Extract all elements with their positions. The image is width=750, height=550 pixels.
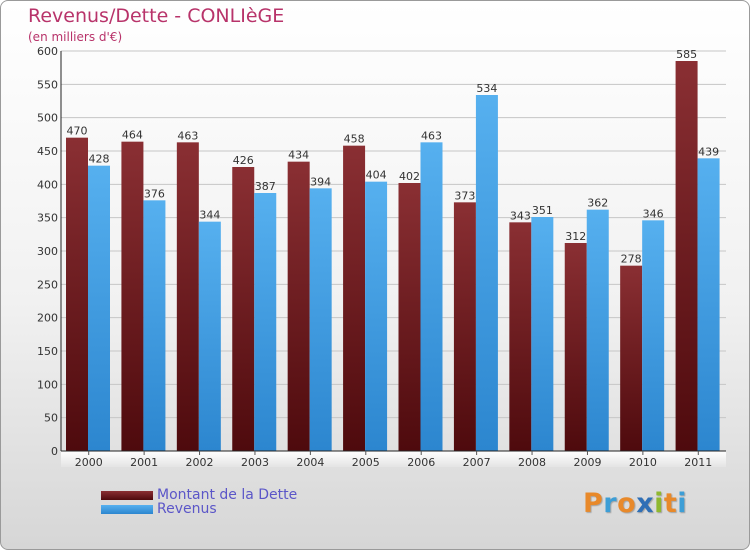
y-tick-label: 200	[37, 312, 58, 325]
data-label: 402	[399, 170, 420, 183]
y-tick-label: 600	[37, 45, 58, 58]
chart-subtitle: (en milliers d'€)	[28, 30, 123, 44]
data-label: 387	[255, 180, 276, 193]
chart-title: Revenus/Dette - CONLIèGE	[28, 5, 285, 27]
data-label: 344	[199, 209, 220, 222]
bar-revenus	[420, 142, 443, 452]
x-tick-label: 2009	[573, 456, 601, 469]
bar-revenus	[365, 181, 388, 451]
data-label: 434	[288, 149, 309, 162]
x-tick-label: 2008	[518, 456, 546, 469]
x-tick-label: 2006	[407, 456, 435, 469]
data-label: 464	[122, 129, 143, 142]
legend-swatch-revenus	[101, 504, 153, 514]
x-tick-label: 2003	[241, 456, 269, 469]
bar-dette	[564, 243, 587, 451]
bar-revenus	[88, 165, 110, 451]
data-label: 376	[144, 187, 165, 200]
data-label: 404	[366, 169, 387, 182]
data-label: 373	[454, 189, 475, 202]
proxiti-logo: Proxiti	[583, 488, 687, 519]
y-tick-label: 50	[44, 412, 58, 425]
data-label: 362	[587, 197, 608, 210]
legend-swatch-dette	[101, 490, 153, 500]
data-label: 470	[67, 125, 88, 138]
logo-letter: P	[583, 488, 604, 519]
data-label: 394	[310, 175, 331, 188]
x-tick-label: 2007	[463, 456, 491, 469]
bar-revenus	[309, 188, 332, 452]
bar-dette	[343, 145, 366, 451]
x-tick-label: 2001	[130, 456, 158, 469]
logo-letter: i	[654, 488, 664, 519]
bar-revenus	[642, 220, 665, 451]
y-tick-label: 550	[37, 78, 58, 91]
y-tick-label: 250	[37, 278, 58, 291]
bar-dette	[121, 141, 144, 451]
data-label: 426	[233, 154, 254, 167]
data-label: 346	[643, 207, 664, 220]
logo-letter: o	[617, 488, 637, 519]
bar-dette	[620, 265, 643, 451]
y-tick-label: 350	[37, 212, 58, 225]
bar-revenus	[475, 95, 498, 451]
data-label: 458	[344, 133, 365, 146]
bar-dette	[509, 222, 532, 451]
x-tick-label: 2010	[629, 456, 657, 469]
logo-letter: x	[636, 488, 655, 519]
bar-dette	[66, 137, 88, 451]
bar-dette	[453, 202, 476, 451]
x-tick-label: 2000	[75, 456, 103, 469]
bar-dette	[176, 142, 199, 452]
bar-revenus	[198, 221, 221, 451]
data-label: 343	[510, 209, 531, 222]
y-tick-label: 0	[51, 445, 58, 458]
data-label: 534	[476, 82, 497, 95]
data-label: 439	[698, 145, 719, 158]
legend-item-dette: Montant de la Dette	[101, 488, 297, 502]
data-label: 312	[565, 230, 586, 243]
data-label: 351	[532, 204, 553, 217]
bar-revenus	[143, 200, 166, 451]
data-label: 278	[621, 253, 642, 266]
data-label: 463	[421, 129, 442, 142]
y-tick-label: 150	[37, 345, 58, 358]
x-tick-label: 2005	[352, 456, 380, 469]
legend-item-revenus: Revenus	[101, 502, 217, 516]
bar-revenus	[697, 158, 720, 452]
y-tick-label: 400	[37, 178, 58, 191]
logo-letter: i	[677, 488, 688, 519]
y-tick-label: 300	[37, 245, 58, 258]
bar-revenus	[586, 209, 609, 451]
bar-dette	[287, 161, 310, 451]
bar-dette	[398, 183, 421, 451]
x-tick-label: 2011	[684, 456, 712, 469]
legend-label-revenus: Revenus	[157, 501, 217, 517]
data-label: 428	[89, 153, 110, 166]
bar-revenus	[254, 193, 277, 451]
y-tick-label: 500	[37, 112, 58, 125]
y-tick-label: 100	[37, 378, 58, 391]
x-axis-band	[61, 451, 726, 467]
legend-label-dette: Montant de la Dette	[157, 487, 298, 503]
x-tick-label: 2004	[296, 456, 324, 469]
logo-letter: r	[603, 488, 618, 519]
x-tick-label: 2002	[186, 456, 214, 469]
y-tick-label: 450	[37, 145, 58, 158]
bar-dette	[232, 167, 255, 451]
bar-dette	[675, 61, 698, 451]
data-label: 463	[177, 129, 198, 142]
bar-revenus	[531, 217, 554, 451]
data-label: 585	[676, 48, 697, 61]
logo-letter: t	[663, 488, 678, 519]
